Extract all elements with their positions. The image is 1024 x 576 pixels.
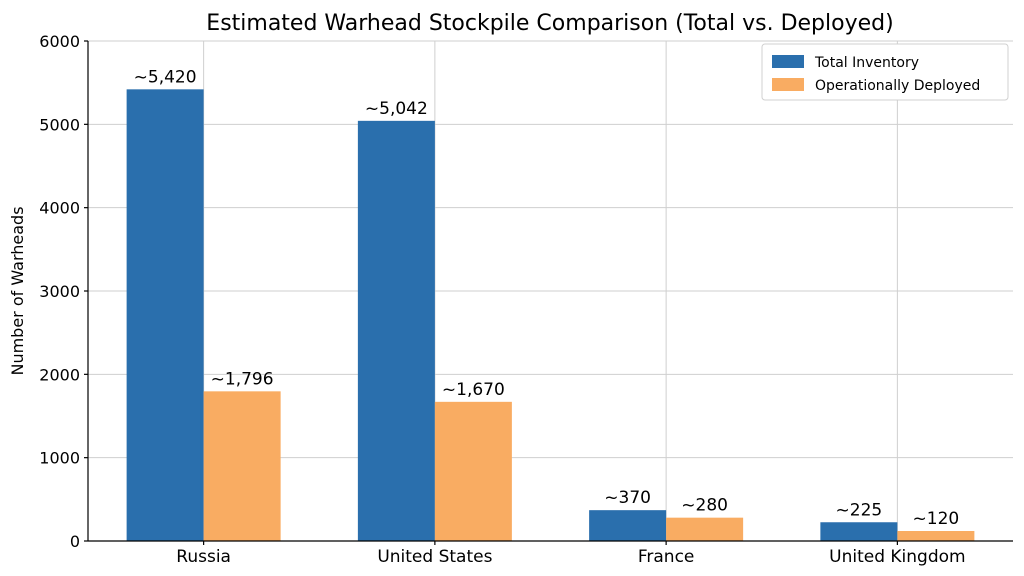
y-tick-label: 4000 — [39, 199, 80, 218]
y-tick-label: 0 — [70, 532, 80, 551]
bar-total-3 — [820, 522, 898, 541]
axes-layer — [84, 40, 1013, 545]
bars-layer — [126, 89, 975, 541]
data-label: ~120 — [913, 509, 960, 529]
y-tick-label: 3000 — [39, 282, 80, 301]
bar-total-2 — [589, 510, 667, 541]
x-tick-label: Russia — [176, 547, 231, 567]
y-axis-label: Number of Warheads — [8, 206, 27, 375]
x-tick-label: United Kingdom — [829, 547, 965, 567]
data-label: ~225 — [836, 500, 883, 520]
x-tick-label: United States — [377, 547, 492, 567]
bar-total-1 — [357, 120, 435, 541]
data-label: ~280 — [681, 496, 728, 516]
data-label: ~5,420 — [134, 67, 197, 87]
legend-swatch-total — [772, 55, 804, 68]
y-tick-label: 6000 — [39, 32, 80, 51]
bar-deployed-0 — [203, 391, 281, 541]
bar-total-0 — [126, 89, 204, 541]
y-tick-label: 1000 — [39, 449, 80, 468]
data-label: ~1,796 — [211, 369, 274, 389]
data-label: ~370 — [604, 488, 651, 508]
data-label: ~1,670 — [442, 380, 505, 400]
legend-label-total: Total Inventory — [814, 55, 919, 71]
bar-deployed-3 — [897, 531, 975, 541]
bar-deployed-2 — [666, 517, 744, 541]
labels-layer: 0 1000 2000 3000 4000 5000 6000 ~5,420 ~5,042 ~37… — [39, 32, 965, 567]
x-tick-label: France — [638, 547, 695, 567]
legend-frame — [761, 43, 1009, 101]
legend-label-deployed: Operationally Deployed — [815, 78, 980, 94]
grid-layer — [88, 40, 1013, 541]
bar-deployed-1 — [434, 401, 512, 541]
legend-swatch-deployed — [772, 78, 804, 91]
data-label: ~5,042 — [365, 99, 428, 119]
y-tick-label: 5000 — [39, 115, 80, 134]
chart-title: Estimated Warhead Stockpile Comparison (… — [206, 11, 893, 36]
y-tick-label: 2000 — [39, 365, 80, 384]
legend: Total Inventory Operationally Deployed — [761, 43, 1009, 101]
